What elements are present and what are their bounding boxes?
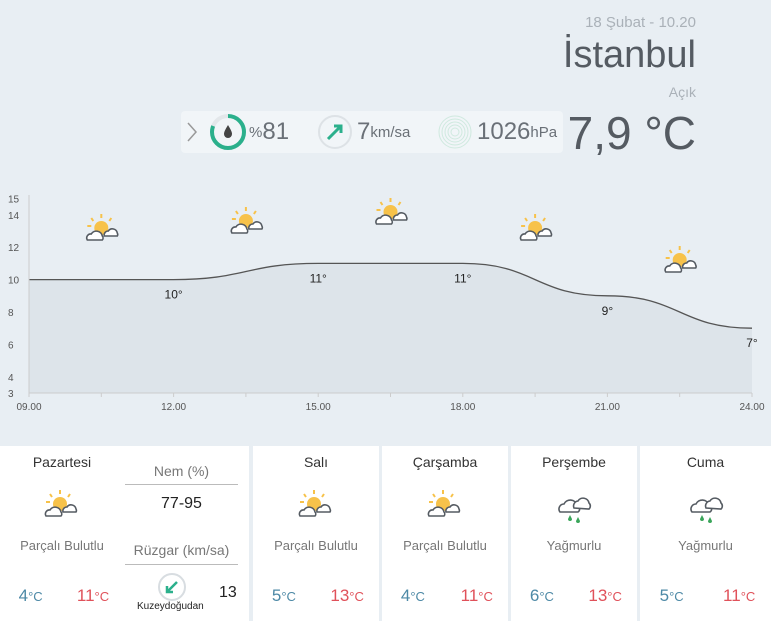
forecast-card-4[interactable]: Perşembe Yağmurlu 6°C 13°C [511,446,637,621]
y-tick-label: 8 [8,308,14,319]
high-temp: 11°C [76,586,110,605]
city-name: İstanbul [562,34,696,76]
day-description: Yağmurlu [678,538,733,553]
wind-direction: Kuzeydoğudan [137,601,204,612]
pressure-unit: hPa [530,123,558,141]
wind-direction-icon [318,115,352,149]
y-tick-label: 15 [8,195,20,206]
data-label: 10° [165,288,183,302]
day-description: Parçalı Bulutlu [20,538,104,553]
low-temp: 5°C [271,586,296,605]
temperature-line [29,262,753,329]
humidity-label: Nem (%) [125,463,238,485]
hourly-temperature-chart: 3 4 6 8 10 12 14 15 09.00 12.00 15.00 18.00 21.00 24.… [8,195,765,413]
x-tick-label: 15.00 [306,402,331,413]
high-temp: 13°C [588,586,622,605]
partly-cloudy-icon [427,489,461,517]
y-tick-label: 4 [8,373,14,384]
x-tick-label: 24.00 [739,402,764,413]
pressure-icon [438,115,472,149]
y-tick-label: 10 [8,276,20,287]
partly-cloudy-icon [230,206,264,234]
humidity-gauge-icon [210,114,246,150]
partly-cloudy-icon [519,213,553,241]
y-tick-label: 6 [8,340,14,351]
day-name: Pazartesi [32,454,92,470]
pressure-value: 1026 [477,118,531,145]
wind-speed: 13 [219,584,237,601]
high-temp: 11°C [723,586,756,605]
partly-cloudy-icon [374,197,408,225]
forecast-card-1[interactable]: Pazartesi Parçalı Bulutlu 4°C 11°C Nem (%… [0,446,249,621]
day-name: Çarşamba [412,454,478,470]
partly-cloudy-icon [298,489,332,517]
x-tick-label: 09.00 [16,402,41,413]
y-tick-label: 14 [8,211,20,222]
low-temp: 5°C [659,586,684,605]
wind-label: Rüzgar (km/sa) [125,542,238,565]
high-temp: 13°C [330,586,364,605]
wind-unit: km/sa [370,123,411,141]
forecast-card-3[interactable]: Çarşamba Parçalı Bulutlu 4°C 11°C [382,446,508,621]
day-name: Perşembe [542,454,606,470]
forecast-card-5[interactable]: Cuma Yağmurlu 5°C 11°C [640,446,771,621]
partly-cloudy-icon [44,489,78,517]
current-temperature: 7,9 °C [567,107,696,159]
expand-chevron-icon[interactable] [185,115,199,149]
humidity-range: 77-95 [161,495,202,512]
x-tick-label: 12.00 [161,402,186,413]
rain-icon [689,497,723,524]
stats-bar: % 81 7 km/sa 1026 hPa [181,111,563,153]
current-condition: Açık [668,84,696,100]
low-temp: 4°C [18,586,43,605]
forecast-card-2[interactable]: Salı Parçalı Bulutlu 5°C 13°C [253,446,379,621]
x-tick-label: 18.00 [450,402,475,413]
day-name: Salı [303,454,329,470]
date-time: 18 Şubat - 10.20 [585,14,696,31]
wind-direction-icon [158,573,186,601]
data-label: 11° [454,271,471,285]
low-temp: 6°C [529,586,554,605]
day-name: Cuma [686,454,725,470]
partly-cloudy-icon [85,213,119,241]
x-tick-label: 21.00 [595,402,620,413]
high-temp: 11°C [460,586,493,605]
rain-icon [558,497,592,524]
wind-value: 7 [357,118,371,145]
humidity-prefix: % [249,123,263,141]
temperature-area [29,263,752,393]
data-label: 11° [310,271,327,285]
data-label: 7° [746,336,758,350]
humidity-value: 81 [262,118,290,145]
low-temp: 4°C [400,586,425,605]
day-description: Parçalı Bulutlu [274,538,358,553]
y-tick-label: 12 [8,243,20,254]
day-description: Yağmurlu [546,538,602,553]
day-description: Parçalı Bulutlu [403,538,487,553]
data-label: 9° [602,304,614,318]
y-tick-label: 3 [8,389,14,400]
partly-cloudy-icon [664,245,698,273]
